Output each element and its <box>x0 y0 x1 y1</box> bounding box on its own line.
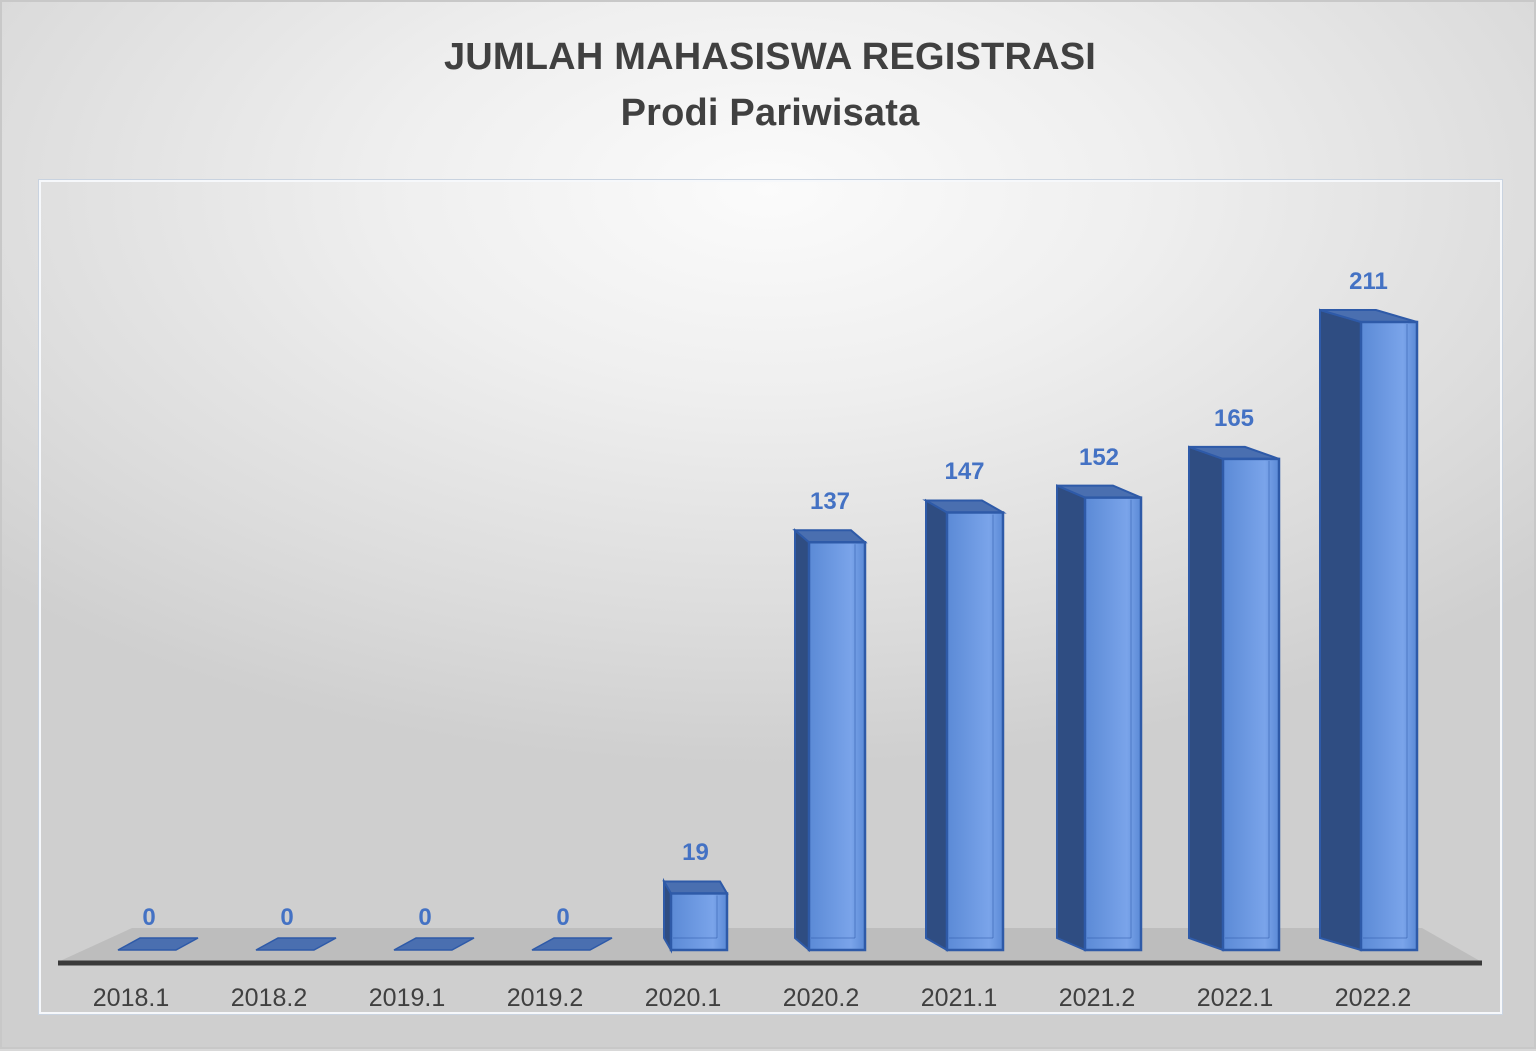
bar-2022.1 <box>1188 445 1281 952</box>
data-label: 152 <box>1078 443 1120 471</box>
chart-title: JUMLAH MAHASISWA REGISTRASI <box>443 36 1097 78</box>
x-axis-tick-label: 2019.1 <box>368 984 446 1012</box>
data-label: 19 <box>682 839 709 867</box>
data-label: 165 <box>1213 404 1255 432</box>
plot-area <box>38 179 1503 1015</box>
x-axis-tick-label: 2022.1 <box>1196 984 1274 1012</box>
data-label: 0 <box>418 904 432 931</box>
x-axis-tick-label: 2018.2 <box>230 984 308 1012</box>
bar-2018.1 <box>117 937 199 951</box>
x-axis-tick-label: 2018.1 <box>92 984 170 1012</box>
bar-2020.2 <box>792 528 868 953</box>
x-axis-tick-label: 2021.1 <box>920 984 998 1012</box>
data-label: 0 <box>280 904 294 931</box>
bar-2018.2 <box>255 937 337 951</box>
x-axis-tick-label: 2022.2 <box>1334 984 1412 1012</box>
bar-2022.2 <box>1319 308 1419 952</box>
bar-2020.1 <box>662 877 729 954</box>
data-label: 137 <box>809 488 851 516</box>
x-axis-tick-label: 2021.2 <box>1058 984 1136 1012</box>
x-axis-tick-label: 2020.1 <box>644 984 722 1012</box>
data-label: 0 <box>556 904 570 931</box>
bar-2019.1 <box>393 937 475 951</box>
x-axis-tick-label: 2019.2 <box>506 984 584 1012</box>
bar-2021.1 <box>922 498 1007 952</box>
bar-2021.2 <box>1056 484 1143 952</box>
chart-subtitle: Prodi Pariwisata <box>620 92 920 134</box>
bar-2019.2 <box>531 937 613 951</box>
data-label: 211 <box>1349 268 1388 295</box>
data-label: 147 <box>944 458 985 486</box>
data-label: 0 <box>142 904 156 931</box>
x-axis-tick-label: 2020.2 <box>782 984 860 1012</box>
